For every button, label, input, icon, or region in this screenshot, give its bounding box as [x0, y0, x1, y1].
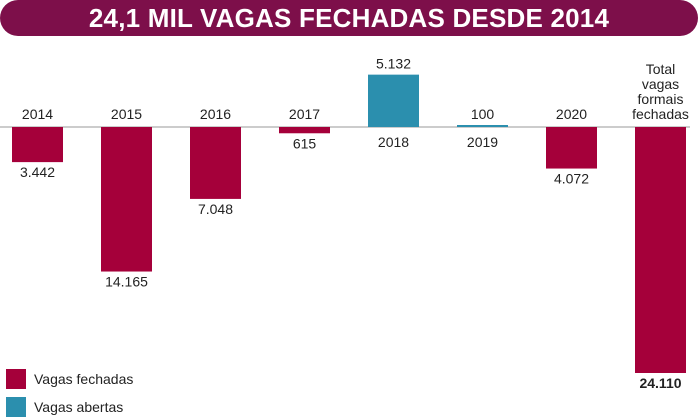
category-label-7-0: Total: [646, 61, 676, 77]
value-label-1: 14.165: [105, 274, 148, 290]
title-bar: 24,1 MIL VAGAS FECHADAS DESDE 2014: [0, 0, 698, 36]
value-label-6: 4.072: [554, 171, 589, 187]
category-label-4: 2018: [378, 134, 409, 150]
legend-swatch-open: [6, 397, 26, 417]
legend-label-closed: Vagas fechadas: [34, 371, 134, 387]
bar-5: [457, 125, 508, 127]
category-label-7-3: fechadas: [632, 106, 689, 122]
bar-6: [546, 127, 597, 169]
legend-item-closed: Vagas fechadas: [6, 369, 133, 389]
value-label-4: 5.132: [376, 56, 411, 72]
bar-7: [635, 127, 686, 373]
value-label-7: 24.110: [639, 375, 681, 391]
bar-0: [12, 127, 63, 163]
bar-4: [368, 74, 419, 127]
category-label-3: 2017: [289, 106, 320, 122]
category-label-1: 2015: [111, 106, 142, 122]
bar-2: [190, 127, 241, 199]
category-label-5: 2019: [467, 134, 498, 150]
value-label-2: 7.048: [198, 201, 233, 217]
legend-label-open: Vagas abertas: [34, 399, 124, 415]
category-label-7-1: vagas: [642, 76, 679, 92]
category-label-0: 2014: [22, 106, 53, 122]
category-label-6: 2020: [556, 106, 587, 122]
category-label-7-2: formais: [638, 91, 684, 107]
chart-title: 24,1 MIL VAGAS FECHADAS DESDE 2014: [88, 2, 610, 33]
value-label-3: 615: [293, 135, 317, 151]
value-label-5: 100: [471, 106, 495, 122]
legend-swatch-closed: [6, 369, 26, 389]
bar-1: [101, 127, 152, 272]
category-label-2: 2016: [200, 106, 231, 122]
value-label-0: 3.442: [20, 164, 55, 180]
bar-3: [279, 127, 330, 134]
legend-item-open: Vagas abertas: [6, 397, 123, 417]
